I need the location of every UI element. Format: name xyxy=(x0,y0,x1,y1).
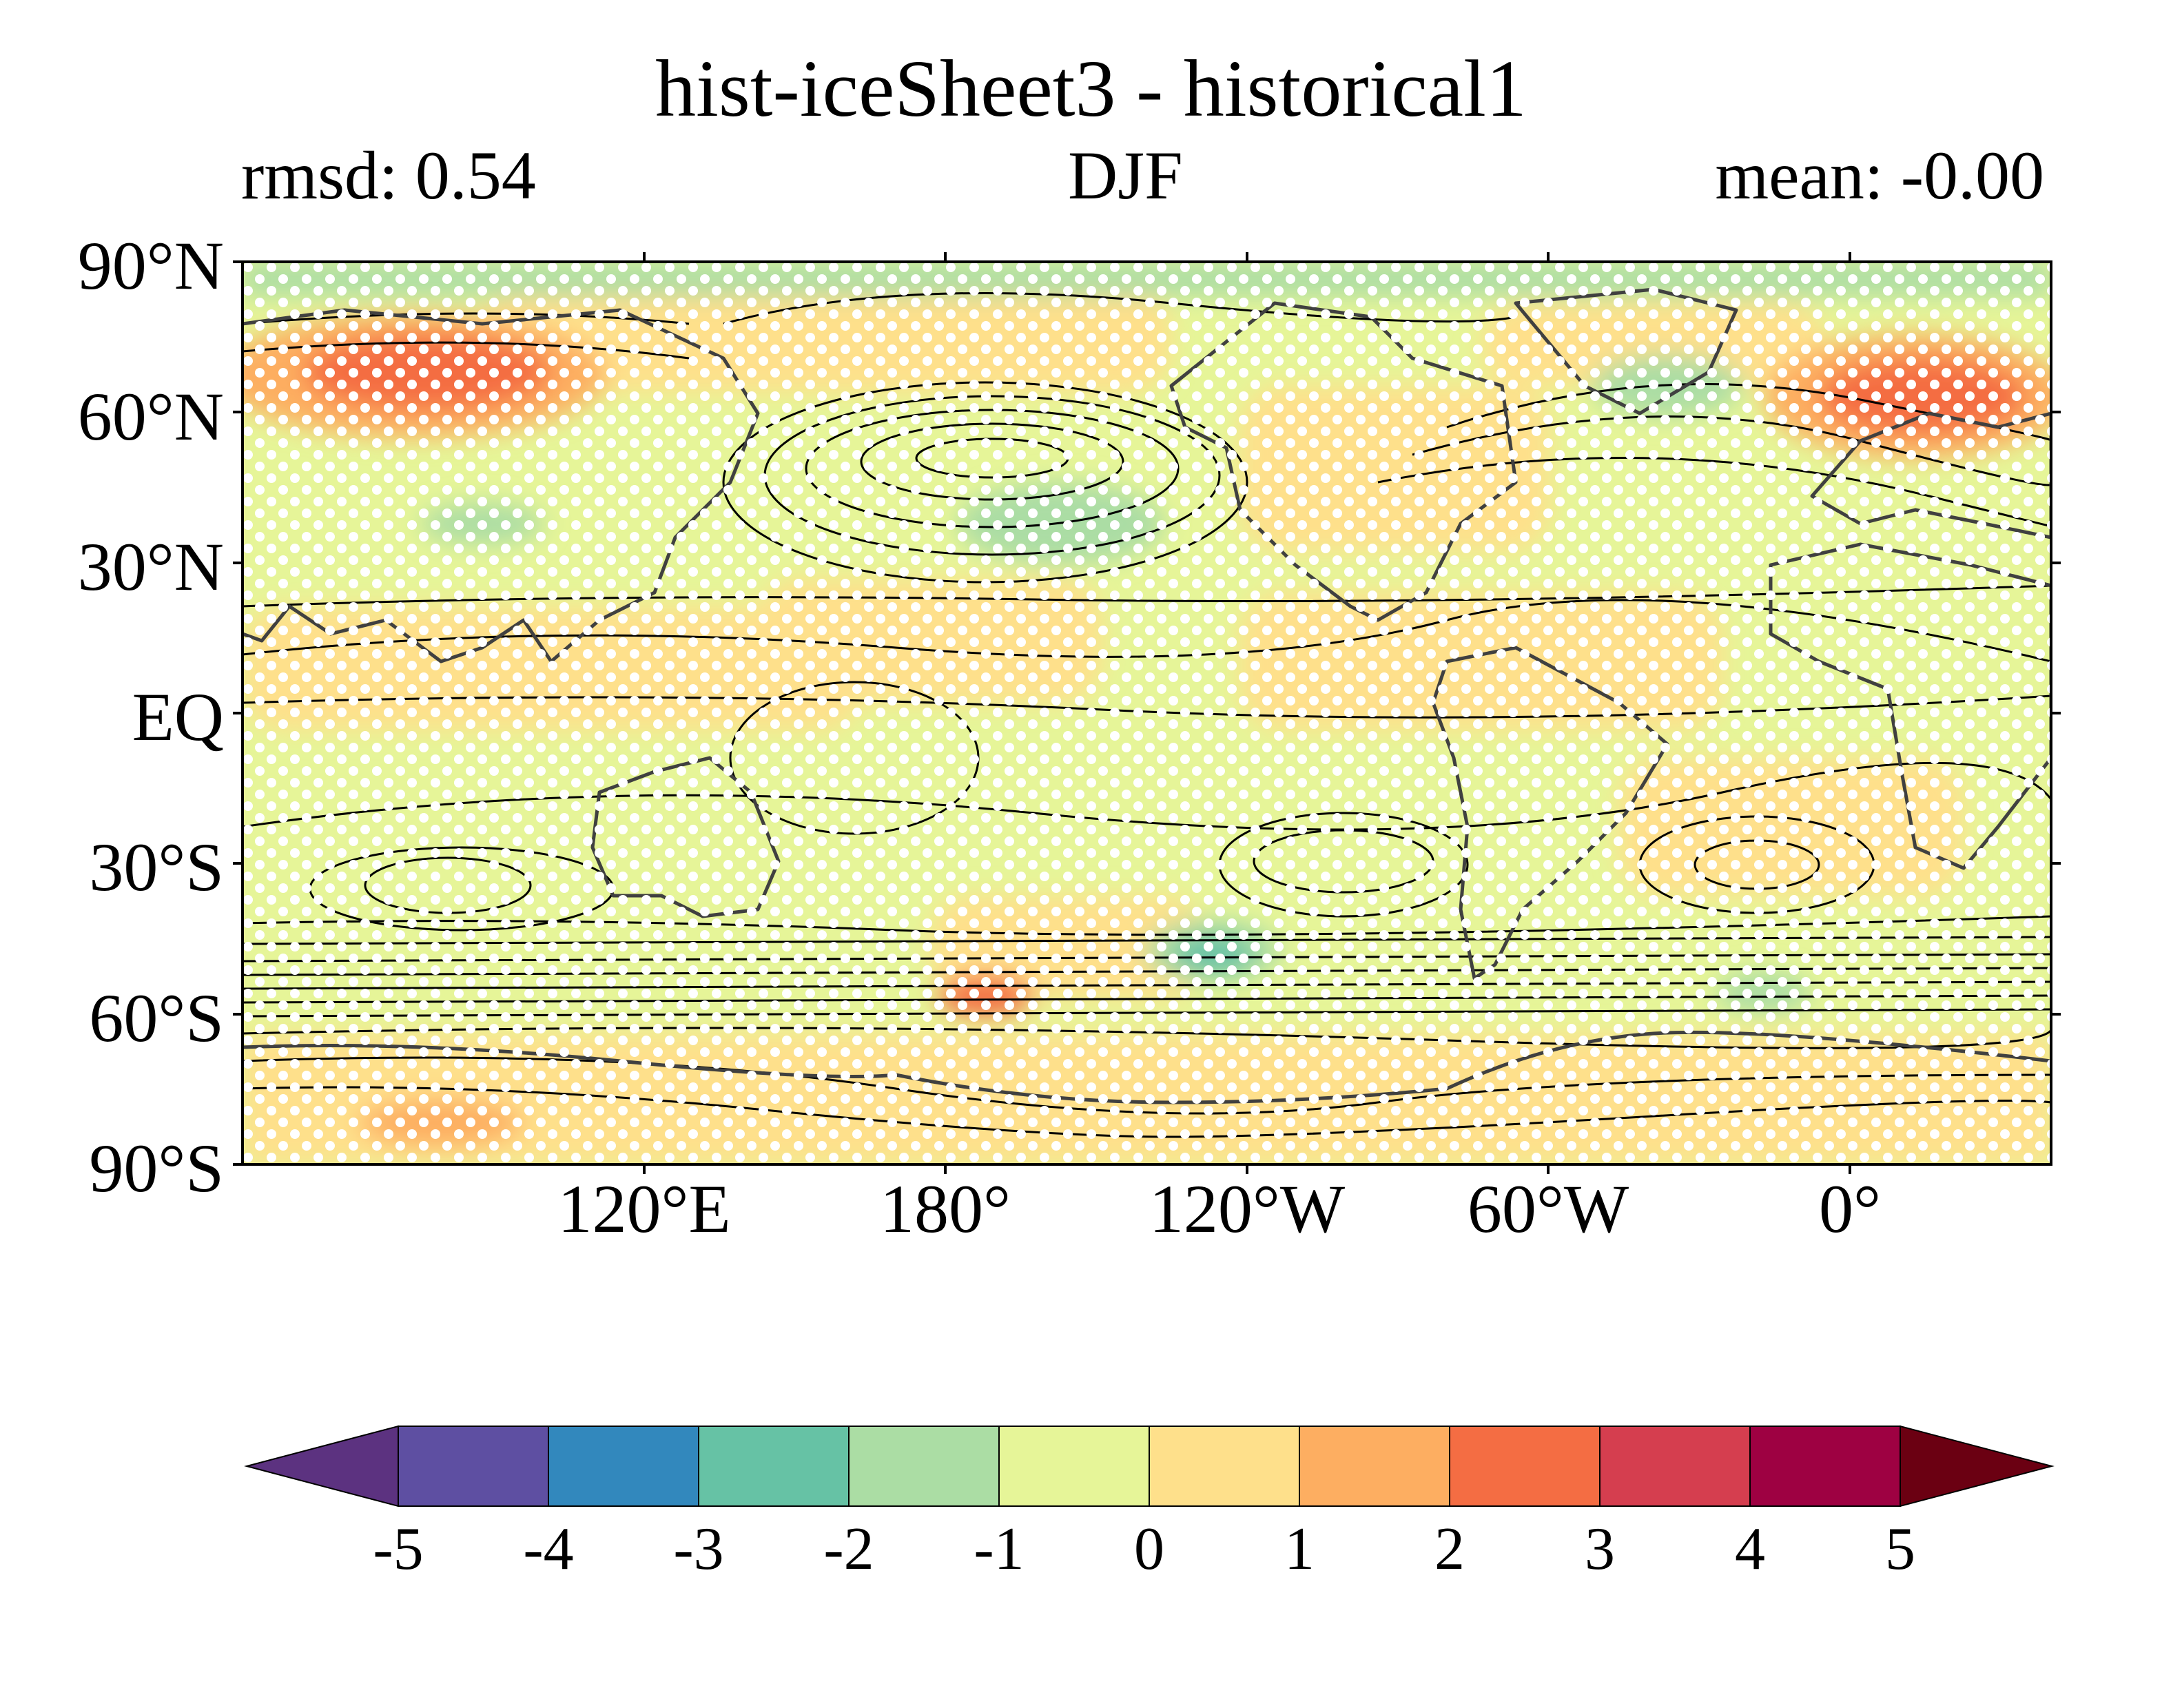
colorbar-segment xyxy=(1149,1426,1300,1507)
y-tick-label: 90°N xyxy=(77,227,224,304)
colorbar-segment xyxy=(1599,1426,1751,1507)
mean-label: mean: -0.00 xyxy=(1715,137,2044,214)
x-tick-label: 60°W xyxy=(1467,1171,1629,1247)
rmsd-label: rmsd: 0.54 xyxy=(241,137,536,214)
colorbar-segment xyxy=(998,1426,1150,1507)
colorbar-tick-label: 1 xyxy=(1284,1516,1315,1583)
colorbar-segment xyxy=(1749,1426,1901,1507)
x-tick-label: 180° xyxy=(880,1171,1011,1247)
y-tick-label: 90°S xyxy=(89,1130,224,1206)
x-tick-label: 120°W xyxy=(1149,1171,1346,1247)
colorbar-tick-label: -2 xyxy=(823,1516,874,1583)
colorbar-segment xyxy=(848,1426,1000,1507)
x-tick-label: 120°E xyxy=(557,1171,731,1247)
y-tick-label: 30°S xyxy=(89,829,224,905)
colorbar-over-triangle xyxy=(1900,1425,2055,1508)
colorbar-tick-label: 0 xyxy=(1134,1516,1164,1583)
colorbar-segment xyxy=(1299,1426,1450,1507)
x-tick-label: 0° xyxy=(1819,1171,1881,1247)
y-tick-label: 60°N xyxy=(77,378,224,455)
map-frame xyxy=(233,252,2061,1174)
colorbar-segment xyxy=(1449,1426,1601,1507)
colorbar-under-triangle xyxy=(244,1425,399,1508)
colorbar xyxy=(244,1425,2055,1508)
colorbar-tick-label: -5 xyxy=(373,1516,424,1583)
figure-title: hist-iceSheet3 - historical1 xyxy=(655,43,1527,134)
colorbar-tick-label: -3 xyxy=(673,1516,724,1583)
colorbar-segment xyxy=(548,1426,699,1507)
y-tick-label: EQ xyxy=(132,679,224,755)
colorbar-segment xyxy=(398,1426,549,1507)
tick-marks xyxy=(233,252,2061,1174)
colorbar-tick-label: 2 xyxy=(1434,1516,1465,1583)
colorbar-tick-label: 5 xyxy=(1885,1516,1915,1583)
map-panel xyxy=(243,262,2051,1164)
colorbar-tick-label: -4 xyxy=(523,1516,574,1583)
colorbar-tick-label: 4 xyxy=(1735,1516,1765,1583)
significance-stippling xyxy=(243,262,2051,1164)
colorbar-tick-label: 3 xyxy=(1585,1516,1615,1583)
season-label: DJF xyxy=(1068,137,1183,214)
colorbar-tick-label: -1 xyxy=(974,1516,1025,1583)
y-tick-label: 30°N xyxy=(77,528,224,605)
colorbar-segment xyxy=(698,1426,850,1507)
y-tick-label: 60°S xyxy=(89,980,224,1056)
